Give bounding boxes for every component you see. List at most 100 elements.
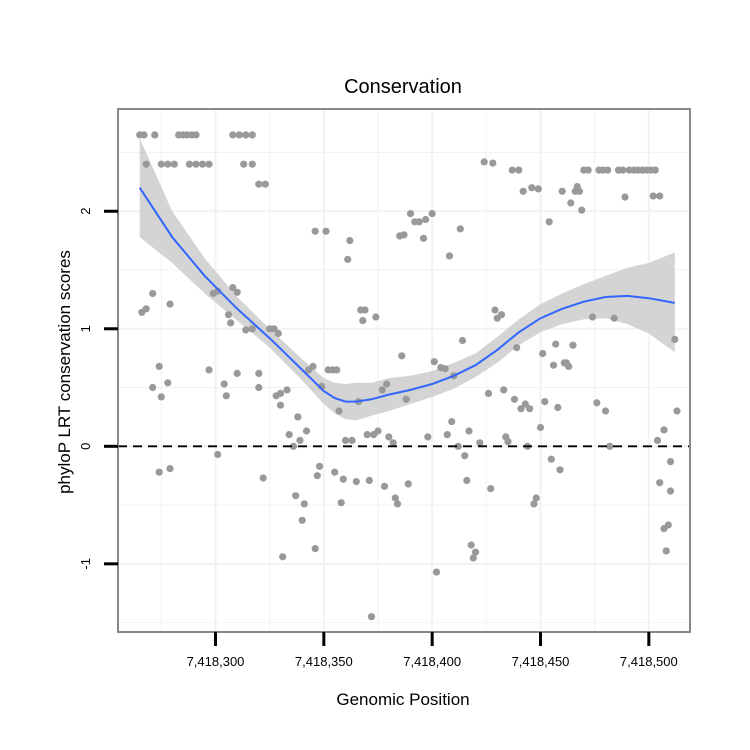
data-point <box>140 131 148 139</box>
data-point <box>383 380 391 388</box>
data-point <box>419 234 428 242</box>
data-point <box>378 386 386 394</box>
data-point <box>276 389 285 397</box>
data-point <box>270 325 278 333</box>
y-tick-label: 2 <box>78 208 93 215</box>
data-point <box>142 305 150 313</box>
data-point <box>192 131 200 139</box>
data-point <box>656 479 664 487</box>
x-axis: 7,418,300 7,418,350 7,418,400 7,418,450 7,41… <box>187 632 678 669</box>
data-point <box>463 476 471 484</box>
data-point <box>315 462 324 470</box>
data-point <box>279 553 287 561</box>
data-point <box>456 225 464 233</box>
data-point <box>541 398 549 406</box>
data-point <box>359 317 367 325</box>
data-point <box>352 478 360 486</box>
data-point <box>385 433 393 441</box>
data-point <box>214 450 222 459</box>
data-point <box>302 427 311 435</box>
data-point <box>298 516 306 524</box>
data-point <box>393 500 402 508</box>
data-point <box>554 403 562 412</box>
data-point <box>575 187 584 195</box>
data-point <box>242 131 250 139</box>
data-point <box>185 160 194 168</box>
data-point <box>374 427 382 435</box>
data-point <box>149 383 157 392</box>
data-point <box>255 369 263 377</box>
data-point <box>285 431 293 439</box>
data-point <box>157 160 165 168</box>
data-point <box>491 306 499 314</box>
data-point <box>432 568 441 576</box>
data-point <box>346 237 354 245</box>
data-point <box>311 227 319 235</box>
data-point <box>205 366 213 374</box>
data-point <box>259 474 267 482</box>
data-point <box>361 306 369 314</box>
data-point <box>311 545 319 553</box>
data-point <box>404 480 412 488</box>
data-point <box>651 166 659 174</box>
panel-background <box>118 109 690 632</box>
x-tick-label: 7,418,300 <box>187 654 245 669</box>
data-point <box>224 311 233 319</box>
data-point <box>476 439 484 447</box>
data-point <box>521 400 529 408</box>
data-point <box>601 407 610 415</box>
data-point <box>471 548 480 556</box>
data-point <box>151 131 159 139</box>
data-point <box>205 160 213 168</box>
data-point <box>261 180 269 188</box>
plot-panel <box>117 108 691 633</box>
data-point <box>365 476 373 484</box>
chart-title: Conservation <box>344 76 462 98</box>
data-point <box>166 300 174 308</box>
data-point <box>469 554 477 562</box>
data-point <box>443 431 451 439</box>
data-point <box>380 482 389 490</box>
data-point <box>556 466 564 474</box>
data-point <box>532 494 540 502</box>
data-point <box>240 160 248 168</box>
data-point <box>424 433 432 441</box>
data-point <box>467 541 475 549</box>
x-tick-label: 7,418,400 <box>403 654 461 669</box>
data-point <box>164 160 172 168</box>
data-point <box>445 252 454 260</box>
data-point <box>372 313 380 321</box>
data-point <box>337 499 345 507</box>
data-point <box>593 399 601 407</box>
data-point <box>549 361 558 369</box>
data-point <box>333 366 341 374</box>
data-point <box>673 407 681 415</box>
data-point <box>294 413 302 421</box>
data-point <box>487 485 495 493</box>
data-point <box>170 160 178 168</box>
data-point <box>227 319 235 327</box>
data-point <box>504 438 512 446</box>
data-point <box>530 500 538 508</box>
data-point <box>584 166 592 174</box>
data-point <box>222 392 230 400</box>
data-point <box>229 131 237 139</box>
data-point <box>458 336 467 345</box>
data-point <box>558 187 566 195</box>
data-point <box>255 383 263 392</box>
data-point <box>274 329 282 338</box>
x-tick-label: 7,418,450 <box>512 654 570 669</box>
data-point <box>406 210 415 218</box>
data-point <box>248 131 256 139</box>
data-point <box>666 487 675 495</box>
data-point <box>510 395 519 403</box>
data-point <box>497 311 506 319</box>
data-point <box>610 314 618 322</box>
data-point <box>539 349 547 358</box>
data-point <box>461 452 469 460</box>
data-point <box>157 393 165 401</box>
data-point <box>348 436 356 444</box>
data-point <box>313 472 321 480</box>
data-point <box>534 185 542 193</box>
